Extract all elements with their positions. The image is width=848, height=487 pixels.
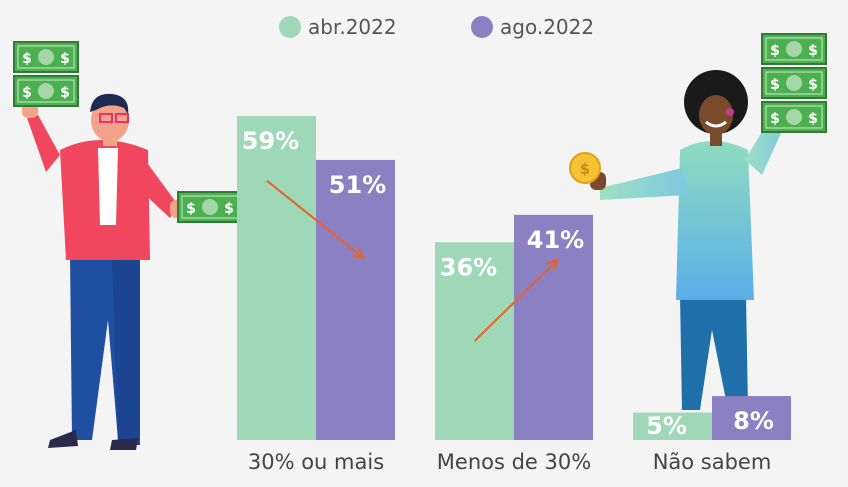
legend-marker-abr-2022 bbox=[279, 16, 301, 38]
category-label-menos-de-30: Menos de 30% bbox=[437, 450, 591, 474]
value-label-nao-sabem-abr-2022: 5% bbox=[646, 412, 687, 440]
bar-menos-de-30-ago-2022 bbox=[514, 214, 593, 440]
legend-marker-ago-2022 bbox=[471, 16, 493, 38]
trend-arrow-head-30-ou-mais bbox=[351, 246, 366, 260]
woman-holding-coin-icon: $ bbox=[569, 33, 827, 410]
legend-label-abr-2022: abr.2022 bbox=[308, 15, 397, 39]
trend-arrow-head-menos-de-30 bbox=[545, 258, 560, 272]
legend-label-ago-2022: ago.2022 bbox=[500, 15, 594, 39]
category-label-nao-sabem: Não sabem bbox=[653, 450, 772, 474]
arrows-group bbox=[266, 180, 560, 342]
trend-arrow-menos-de-30 bbox=[473, 259, 559, 342]
value-label-menos-de-30-abr-2022: 36% bbox=[440, 253, 497, 281]
bar-nao-sabem-abr-2022 bbox=[633, 412, 712, 440]
labels-group: 59% 51% 30% ou mais 36% 41% Menos de 30% 5% 8% N… bbox=[242, 127, 774, 474]
person-holding-money-icon bbox=[13, 41, 243, 450]
trend-arrow-30-ou-mais bbox=[266, 180, 365, 259]
bar-30-ou-mais-abr-2022 bbox=[237, 115, 316, 440]
value-label-30-ou-mais-ago-2022: 51% bbox=[329, 171, 386, 199]
bar-nao-sabem-ago-2022 bbox=[712, 396, 791, 440]
value-label-menos-de-30-ago-2022: 41% bbox=[527, 226, 584, 254]
value-label-30-ou-mais-abr-2022: 59% bbox=[242, 127, 299, 155]
category-label-30-ou-mais: 30% ou mais bbox=[248, 450, 384, 474]
bars-group bbox=[237, 115, 791, 440]
svg-text:$: $ bbox=[580, 160, 590, 178]
bar-30-ou-mais-ago-2022 bbox=[316, 159, 395, 440]
value-label-nao-sabem-ago-2022: 8% bbox=[733, 407, 774, 435]
legend: abr.2022 ago.2022 bbox=[279, 15, 594, 39]
